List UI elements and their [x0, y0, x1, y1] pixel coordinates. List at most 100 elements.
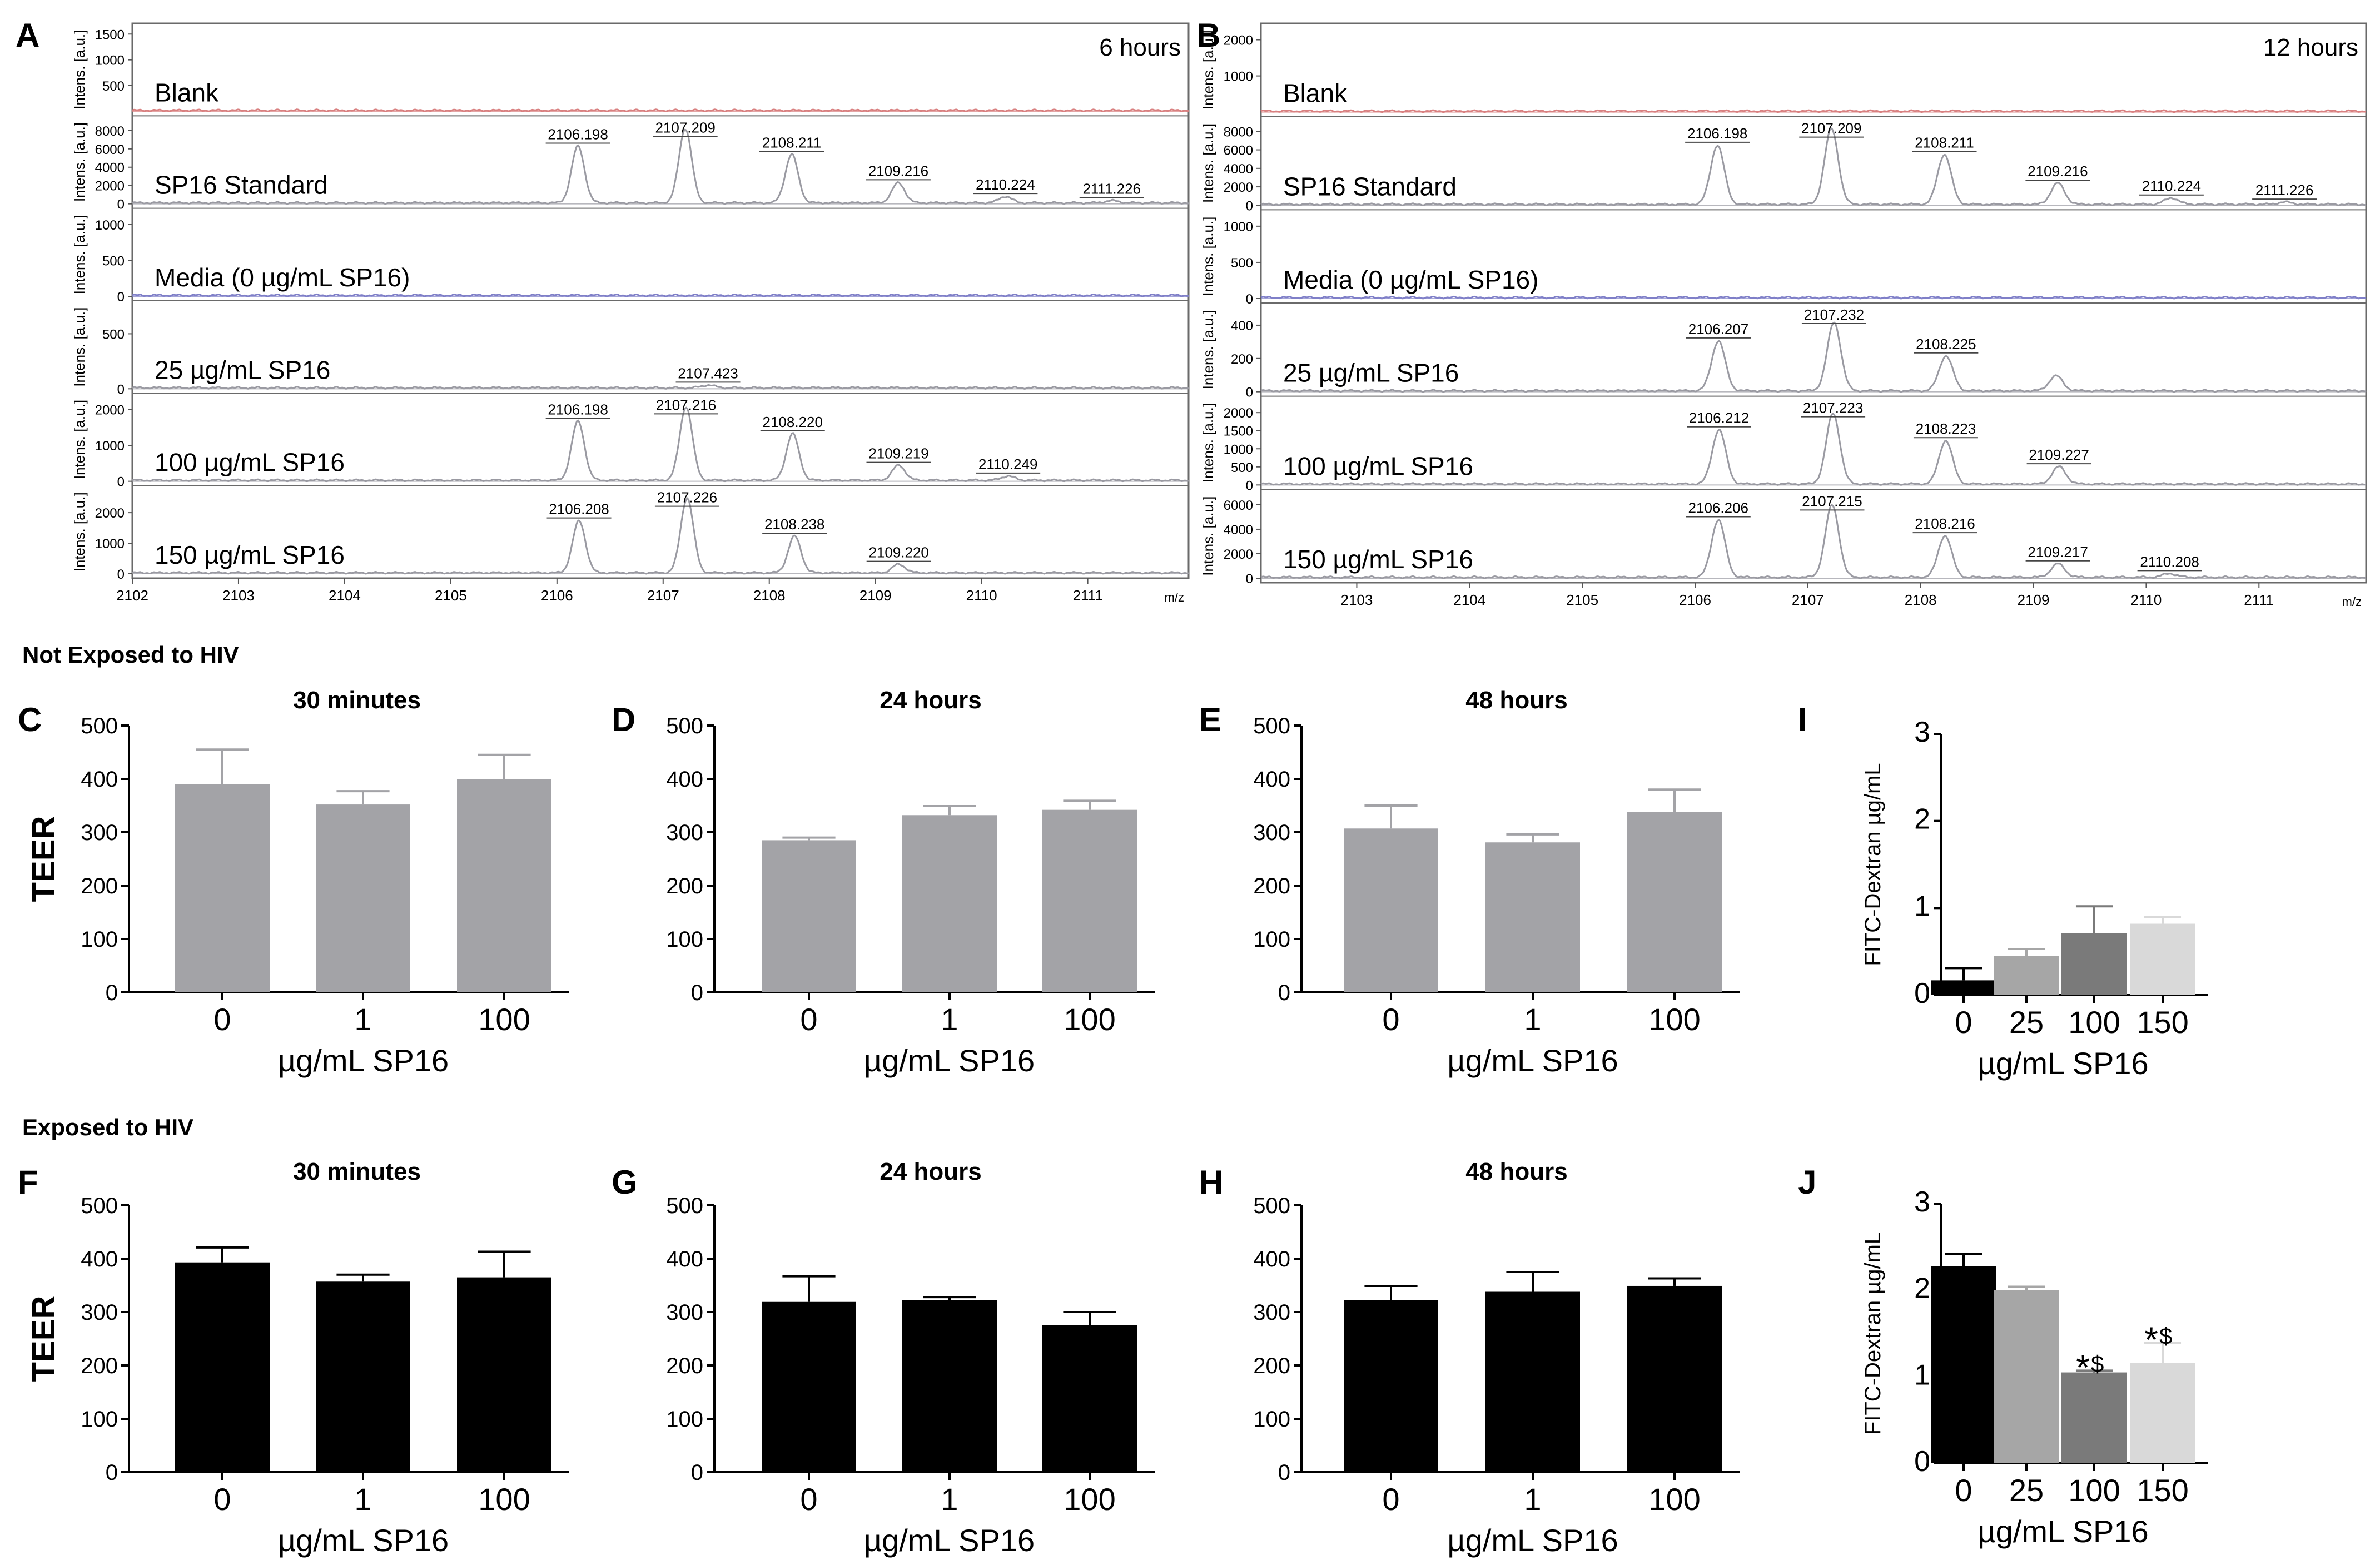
x-tick-label: 100	[2068, 1473, 2120, 1508]
peak-label: 2107.215	[1802, 493, 1862, 509]
bar	[1627, 812, 1722, 992]
intensity-axis-label: Intens. [a.u.]	[71, 215, 88, 294]
peak-label: 2108.223	[1916, 420, 1976, 437]
y-tick-label: 500	[81, 1194, 118, 1218]
mz-tick-label: 2108	[753, 587, 786, 604]
peak-label: 2111.226	[1082, 181, 1141, 197]
x-tick-label: 1	[1524, 1482, 1541, 1517]
trace-label: 100 µg/mL SP16	[1283, 451, 1473, 480]
y-tick-label: 500	[1253, 1194, 1290, 1218]
intensity-tick-label: 0	[117, 290, 125, 305]
significance-star: *	[2076, 1347, 2090, 1387]
x-tick-label: 150	[2136, 1005, 2188, 1040]
y-tick-label: 100	[1253, 927, 1290, 952]
panel-label-h: H	[1199, 1164, 1223, 1201]
intensity-tick-label: 500	[102, 327, 125, 342]
x-tick-label: 0	[800, 1482, 817, 1517]
mz-tick-label: 2110	[966, 587, 997, 604]
y-tick-label: 400	[1253, 767, 1290, 792]
intensity-tick-label: 2000	[1224, 180, 1253, 195]
y-axis-label: TEER	[26, 816, 62, 902]
x-tick-label: 100	[2068, 1005, 2120, 1040]
x-axis-label: µg/mL SP16	[1977, 1514, 2148, 1549]
x-tick-label: 1	[354, 1002, 371, 1037]
peak-label: 2109.219	[868, 445, 928, 462]
peak-label: 2109.220	[868, 544, 928, 561]
x-tick-label: 0	[1955, 1005, 1972, 1040]
y-tick-label: 300	[1253, 1300, 1290, 1325]
bar-chart-d: D 24 hours 0 100 200 300 400 500 0 1 100 µg/mL SP16	[612, 687, 1155, 1078]
y-tick-label: 400	[666, 767, 703, 792]
bar	[1042, 809, 1137, 992]
mz-tick-label: 2103	[222, 587, 255, 604]
bar	[1485, 842, 1580, 992]
y-tick-label: 300	[81, 1300, 118, 1325]
mz-tick-label: 2105	[435, 587, 467, 604]
chart-title: 24 hours	[880, 687, 981, 714]
intensity-tick-label: 2000	[1224, 406, 1253, 421]
y-tick-label: 200	[1253, 1354, 1290, 1378]
y-tick-label: 100	[81, 927, 118, 952]
bar	[1344, 828, 1438, 992]
y-tick-label: 400	[81, 767, 118, 792]
mz-tick-label: 2109	[859, 587, 892, 604]
intensity-tick-label: 1500	[1224, 424, 1253, 439]
bar	[1994, 1290, 2059, 1463]
intensity-tick-label: 2000	[95, 403, 125, 418]
panel-label-d: D	[612, 701, 635, 738]
y-axis-label: TEER	[26, 1296, 62, 1382]
intensity-tick-label: 8000	[1224, 125, 1253, 140]
trace-label: SP16 Standard	[1283, 172, 1457, 201]
y-tick-label: 1	[1914, 1359, 1930, 1391]
x-tick-label: 100	[1064, 1482, 1115, 1517]
peak-label: 2107.216	[656, 396, 716, 413]
peak-label: 2108.211	[762, 134, 822, 151]
y-tick-label: 100	[81, 1407, 118, 1432]
peak-label: 2109.227	[2029, 446, 2089, 463]
panel-label-b: B	[1196, 17, 1220, 54]
x-tick-label: 0	[1382, 1482, 1399, 1517]
x-tick-label: 0	[1382, 1002, 1399, 1037]
peak-label: 2110.224	[976, 176, 1035, 193]
bar	[902, 1300, 997, 1472]
y-tick-label: 0	[106, 1460, 118, 1485]
panel-label-j: J	[1798, 1164, 1816, 1201]
intensity-tick-label: 200	[1231, 352, 1253, 367]
peak-label: 2108.216	[1915, 515, 1975, 532]
y-tick-label: 0	[691, 1460, 703, 1485]
intensity-axis-label: Intens. [a.u.]	[1200, 310, 1216, 389]
significance-dollar: $	[2159, 1323, 2172, 1349]
intensity-axis-label: Intens. [a.u.]	[1200, 496, 1216, 576]
y-tick-label: 500	[81, 714, 118, 738]
bar-chart-f: F 30 minutes 0 100 200 300 400 500 0 1 100 µg/mL SP…	[18, 1158, 569, 1558]
significance-dollar: $	[2091, 1350, 2104, 1377]
y-tick-label: 200	[1253, 874, 1290, 898]
peak-label: 2106.208	[549, 501, 609, 518]
intensity-axis-label: Intens. [a.u.]	[71, 122, 88, 202]
trace-label: Media (0 µg/mL SP16)	[1283, 265, 1538, 294]
y-tick-label: 0	[1278, 981, 1290, 1005]
peak-label: 2107.232	[1804, 306, 1864, 323]
y-tick-label: 0	[1278, 1460, 1290, 1485]
panel-label-c: C	[18, 701, 42, 738]
bar	[1931, 980, 1996, 995]
intensity-tick-label: 0	[1246, 572, 1253, 587]
y-tick-label: 300	[1253, 821, 1290, 845]
y-axis-label: FITC-Dextran µg/mL	[1861, 1232, 1885, 1435]
peak-label: 2111.226	[2255, 182, 2314, 198]
bar-chart-h: H 48 hours 0 100 200 300 400 500 0 1 100 µg/mL SP16	[1199, 1158, 1740, 1558]
trace-label: 25 µg/mL SP16	[1283, 359, 1459, 387]
y-tick-label: 0	[1914, 977, 1930, 1010]
trace-label: Blank	[155, 78, 219, 107]
bar	[902, 815, 997, 992]
bar	[2130, 1363, 2195, 1463]
x-tick-label: 1	[941, 1482, 958, 1517]
bar	[175, 1262, 270, 1472]
section-title-not-exposed: Not Exposed to HIV	[22, 642, 239, 668]
bar	[1344, 1300, 1438, 1472]
mz-tick-label: 2105	[1566, 592, 1598, 608]
bar	[2061, 1372, 2127, 1463]
spectrum-panel-a: A 6 hours Intens. [a.u.] 1500 1000 500 Blank In…	[16, 17, 1190, 604]
